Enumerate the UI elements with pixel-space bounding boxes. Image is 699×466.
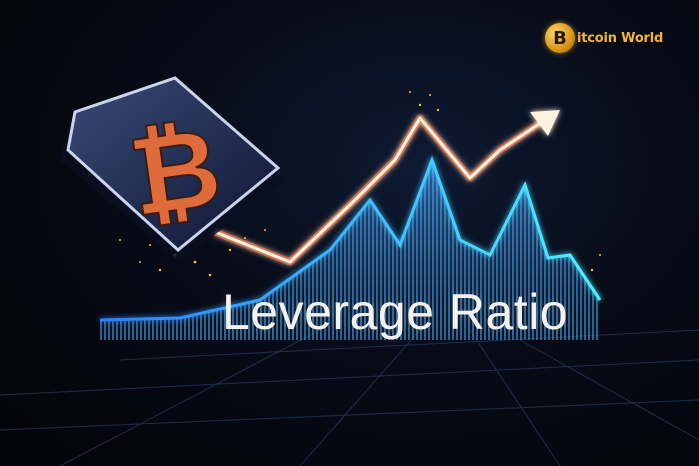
logo-text: itcoin World (577, 30, 664, 46)
svg-text:₿: ₿ (122, 102, 229, 241)
brand-logo: B itcoin World (545, 20, 685, 56)
bitcoin-token-icon: ₿ (60, 76, 285, 262)
sparks-icon (119, 91, 601, 277)
trend-line (213, 114, 547, 266)
logo-coin-icon: B (545, 23, 575, 53)
rising-arrow-icon (530, 110, 560, 136)
headline: Leverage Ratio (222, 284, 569, 340)
floor-grid (0, 329, 699, 466)
area-chart (99, 155, 602, 340)
